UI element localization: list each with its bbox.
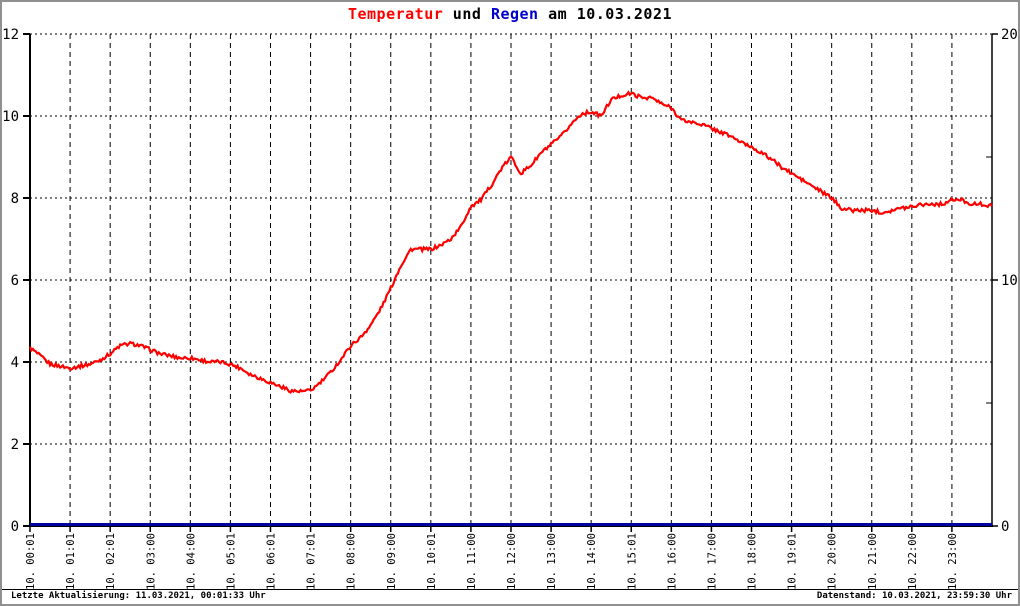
x-tick-label: 10. 14:00 [586, 533, 598, 590]
y-left-tick-label: 8 [11, 191, 19, 207]
y-left-tick-label: 0 [11, 519, 19, 535]
x-tick-label: 10. 19:01 [787, 533, 799, 590]
x-tick-label: 10. 22:00 [907, 533, 919, 590]
x-tick-label: 10. 18:00 [747, 533, 759, 590]
title-date-text: am 10.03.2021 [538, 5, 673, 23]
x-tick-label: 10. 06:01 [266, 533, 278, 590]
x-tick-label: 10. 09:00 [386, 533, 398, 590]
x-tick-label: 10. 04:00 [185, 533, 197, 590]
x-tick-label: 10. 21:00 [867, 533, 879, 590]
title-temperatur-label: Temperatur [347, 5, 444, 23]
x-tick-label: 10. 10:01 [426, 533, 438, 590]
title-und-text: und [443, 5, 491, 23]
y-left-tick-label: 10 [2, 109, 19, 125]
x-tick-label: 10. 00:01 [25, 533, 37, 590]
x-tick-label: 10. 07:01 [306, 533, 318, 590]
x-tick-label: 10. 05:01 [225, 533, 237, 590]
gridlines [30, 33, 992, 526]
y-left-tick-label: 2 [11, 437, 19, 453]
y-right-tick-label: 20 [1001, 27, 1018, 43]
x-tick-label: 10. 23:00 [947, 533, 959, 590]
x-tick-label: 10. 08:00 [346, 533, 358, 590]
y-left-tick-label: 6 [11, 273, 19, 289]
x-tick-label: 10. 17:00 [706, 533, 718, 590]
axis-labels: 0 2 4 6 8 10 12 0 10 20 10. 00:01 10. 01:01 10. 02:0… [2, 27, 1018, 590]
y-left-tick-label: 12 [2, 27, 19, 43]
x-tick-label: 10. 02:01 [105, 533, 117, 590]
axis-ticks [23, 33, 998, 532]
plot-area: 0 2 4 6 8 10 12 0 10 20 10. 00:01 10. 01:01 10. 02:0… [2, 27, 1018, 590]
x-tick-label: 10. 11:00 [466, 533, 478, 590]
x-tick-label: 10. 16:00 [666, 533, 678, 590]
footer-last-update: Letzte Aktualisierung: 11.03.2021, 00:01… [11, 591, 266, 601]
x-tick-label: 10. 20:00 [827, 533, 839, 590]
x-tick-label: 10. 03:00 [145, 533, 157, 590]
x-tick-label: 10. 12:00 [506, 533, 518, 590]
chart-title: Temperatur und Regen am 10.03.2021 [2, 5, 1018, 23]
x-tick-label: 10. 13:00 [546, 533, 558, 590]
temperature-line [28, 90, 993, 394]
footer-data-timestamp: Datenstand: 10.03.2021, 23:59:30 Uhr [816, 591, 1012, 601]
y-right-tick-label: 10 [1001, 273, 1018, 289]
y-left-tick-label: 4 [11, 355, 19, 371]
x-tick-label: 10. 15:01 [626, 533, 638, 590]
title-regen-label: Regen [490, 5, 539, 23]
y-right-tick-label: 0 [1001, 519, 1009, 535]
footer: Letzte Aktualisierung: 11.03.2021, 00:01… [2, 589, 1018, 604]
x-tick-label: 10. 01:01 [65, 533, 77, 590]
